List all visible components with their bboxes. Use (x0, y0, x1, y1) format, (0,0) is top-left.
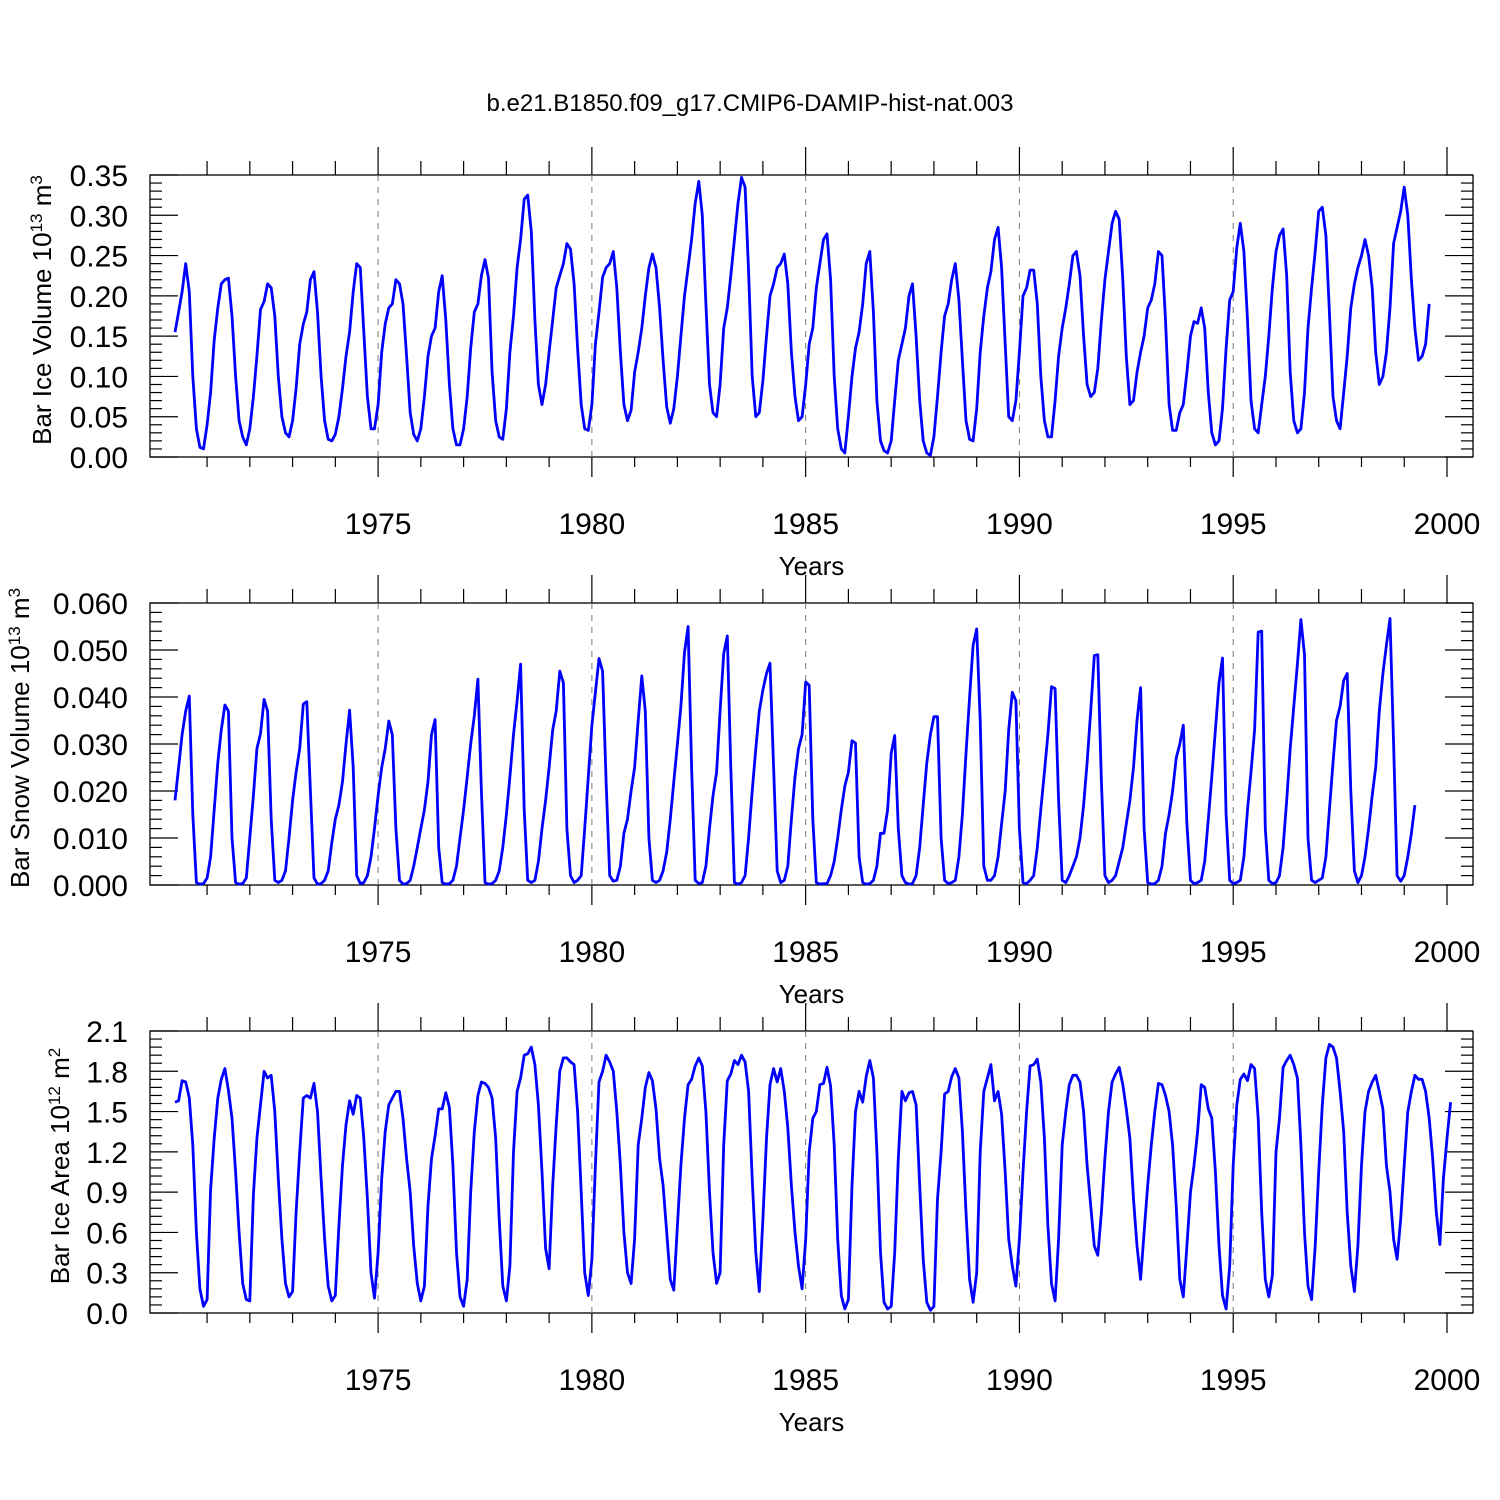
snow-volume-ytick-label: 0.060 (53, 588, 128, 621)
ice-volume-xlabel: Years (779, 551, 845, 581)
ice-area-y-axis: 0.0 0.3 0.6 0.9 1.2 1.5 1.8 2.1 (86, 1016, 1473, 1331)
ice-volume-frame (149, 174, 1474, 458)
ice-volume-ytick-label: 0.20 (70, 281, 128, 314)
snow-volume-ytick-label: 0.000 (53, 870, 128, 903)
snow-volume-xtick-label: 1980 (558, 936, 625, 969)
snow-volume-x-axis: 1975 1980 1985 1990 1995 2000 (206, 575, 1481, 969)
ice-area-series-line (174, 1043, 1452, 1312)
ice-area-ylabel: Bar Ice Area 1012 m2 (45, 1048, 76, 1285)
ice-area-ytick-label: 0.3 (86, 1258, 128, 1291)
snow-volume-y-axis: 0.000 0.010 0.020 0.030 0.040 0.050 0.060 (53, 588, 1473, 903)
snow-volume-xtick-label: 2000 (1414, 936, 1481, 969)
snow-volume-ytick-label: 0.030 (53, 729, 128, 762)
snow-volume-xtick-label: 1995 (1200, 936, 1267, 969)
snow-volume-xlabel: Years (779, 979, 845, 1009)
ice-volume-ytick-label: 0.00 (70, 442, 128, 475)
ice-volume-xtick-label: 1985 (772, 508, 839, 541)
ice-area-x-axis: 1975 1980 1985 1990 1995 2000 (206, 1003, 1481, 1397)
ice-volume-xtick-label: 1975 (345, 508, 412, 541)
snow-volume-xtick-label: 1985 (772, 936, 839, 969)
ice-volume-xtick-label: 1980 (558, 508, 625, 541)
ice-volume-ytick-label: 0.10 (70, 361, 128, 394)
ice-area-ytick-label: 1.2 (86, 1137, 128, 1170)
ice-volume-ytick-label: 0.05 (70, 402, 128, 435)
ice-area-xtick-label: 1990 (986, 1364, 1053, 1397)
ice-volume-xtick-label: 2000 (1414, 508, 1481, 541)
snow-volume-ytick-label: 0.020 (53, 776, 128, 809)
ice-volume-xtick-label: 1995 (1200, 508, 1267, 541)
snow-volume-series-line (173, 617, 1417, 886)
ice-area-xtick-label: 1975 (345, 1364, 412, 1397)
ice-area-ytick-label: 1.5 (86, 1097, 128, 1130)
snow-volume-xtick-label: 1975 (345, 936, 412, 969)
ice-volume-ylabel: Bar Ice Volume 1013 m3 (27, 175, 58, 445)
ice-area-ytick-label: 0.0 (86, 1298, 128, 1331)
panel-ice-area: 0.0 0.3 0.6 0.9 1.2 1.5 1.8 2.1 1975 1980 1985 199… (45, 1003, 1481, 1437)
ice-volume-ytick-label: 0.35 (70, 160, 128, 193)
ice-volume-xtick-label: 1990 (986, 508, 1053, 541)
ice-volume-y-axis: 0.00 0.05 0.10 0.15 0.20 0.25 0.30 0.35 (70, 160, 1473, 475)
ice-area-xtick-label: 1995 (1200, 1364, 1267, 1397)
ice-area-ytick-label: 2.1 (86, 1016, 128, 1049)
snow-volume-ytick-label: 0.010 (53, 823, 128, 856)
ice-volume-ytick-label: 0.25 (70, 241, 128, 274)
ice-area-ytick-label: 0.6 (86, 1217, 128, 1250)
ice-area-ytick-label: 0.9 (86, 1177, 128, 1210)
ice-volume-plot-frame (149, 174, 1474, 458)
ice-volume-ytick-label: 0.15 (70, 321, 128, 354)
ice-area-xtick-label: 1985 (772, 1364, 839, 1397)
ice-area-ytick-label: 1.8 (86, 1056, 128, 1089)
snow-volume-ytick-label: 0.040 (53, 682, 128, 715)
ice-area-xtick-label: 2000 (1414, 1364, 1481, 1397)
ice-volume-ytick-label: 0.30 (70, 200, 128, 233)
figure-title: b.e21.B1850.f09_g17.CMIP6-DAMIP-hist-nat… (487, 90, 1014, 117)
ice-volume-series-line (173, 176, 1431, 457)
ice-area-frame (149, 1030, 1474, 1314)
ice-area-xlabel: Years (779, 1407, 845, 1437)
ice-area-plot-frame (149, 1030, 1474, 1314)
snow-volume-ytick-label: 0.050 (53, 635, 128, 668)
ice-volume-x-axis: 1975 1980 1985 1990 1995 2000 (206, 147, 1481, 541)
ice-area-xtick-label: 1980 (558, 1364, 625, 1397)
snow-volume-xtick-label: 1990 (986, 936, 1053, 969)
snow-volume-ylabel: Bar Snow Volume 1013 m3 (5, 588, 36, 888)
panel-snow-volume: 0.000 0.010 0.020 0.030 0.040 0.050 0.060 1975… (5, 575, 1481, 1009)
panel-ice-volume: 0.00 0.05 0.10 0.15 0.20 0.25 0.30 0.35 1975 198… (27, 147, 1481, 581)
